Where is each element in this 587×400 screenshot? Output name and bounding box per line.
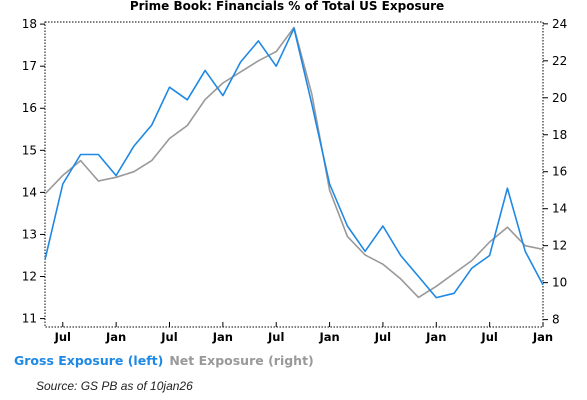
x-axis-tick-label: Jan: [318, 330, 339, 344]
gross-exposure-line: [44, 27, 544, 299]
legend-item-gross-exposure: Gross Exposure (left): [14, 353, 163, 368]
right-axis-tick-label: 22: [552, 54, 567, 68]
left-axis-tick-label: 11: [22, 312, 37, 326]
left-axis-tick-label: 16: [22, 101, 37, 115]
right-axis-tick-label: 10: [552, 276, 567, 290]
legend: Gross Exposure (left) Net Exposure (right…: [14, 353, 314, 368]
right-axis: 8 10 12 14 16 18 20 22 24: [543, 17, 567, 327]
x-axis-tick-label: Jul: [374, 330, 391, 344]
x-axis-tick-label: Jan: [532, 330, 553, 344]
svg-text:Gross Exposure (left)Net Expos: Gross Exposure (left) Net Exposure (right…: [14, 353, 314, 368]
source-note: Source: GS PB as of 10jan26: [36, 379, 193, 393]
legend-item-net-exposure: Net Exposure (right): [169, 353, 313, 368]
right-axis-tick-label: 8: [552, 313, 560, 327]
left-axis-tick-label: 13: [22, 227, 37, 241]
right-axis-tick-label: 20: [552, 91, 567, 105]
net-exposure-line: [44, 26, 544, 299]
left-axis-tick-label: 17: [22, 59, 37, 73]
right-axis-tick-label: 24: [552, 17, 567, 31]
x-axis: Jul Jan Jul Jan Jul Jan Jul Jan Jul Jan: [54, 322, 553, 344]
series-layer: [44, 26, 544, 299]
x-axis-tick-label: Jul: [160, 330, 177, 344]
x-axis-tick-label: Jul: [480, 330, 497, 344]
left-axis-tick-label: 18: [22, 17, 37, 31]
x-axis-tick-label: Jul: [54, 330, 71, 344]
right-axis-tick-label: 16: [552, 165, 567, 179]
chart-title: Prime Book: Financials % of Total US Exp…: [130, 0, 444, 13]
left-axis-tick-label: 12: [22, 270, 37, 284]
left-axis-tick-label: 15: [22, 143, 37, 157]
x-axis-tick-label: Jan: [105, 330, 126, 344]
plot-frame: [44, 21, 544, 328]
left-axis-tick-label: 14: [22, 185, 37, 199]
right-axis-tick-label: 14: [552, 202, 567, 216]
x-axis-tick-label: Jan: [212, 330, 233, 344]
left-axis: 11 12 13 14 15 16 17 18: [22, 17, 45, 326]
right-axis-tick-label: 12: [552, 239, 567, 253]
right-axis-tick-label: 18: [552, 128, 567, 142]
x-axis-tick-label: Jan: [425, 330, 446, 344]
x-axis-tick-label: Jul: [267, 330, 284, 344]
